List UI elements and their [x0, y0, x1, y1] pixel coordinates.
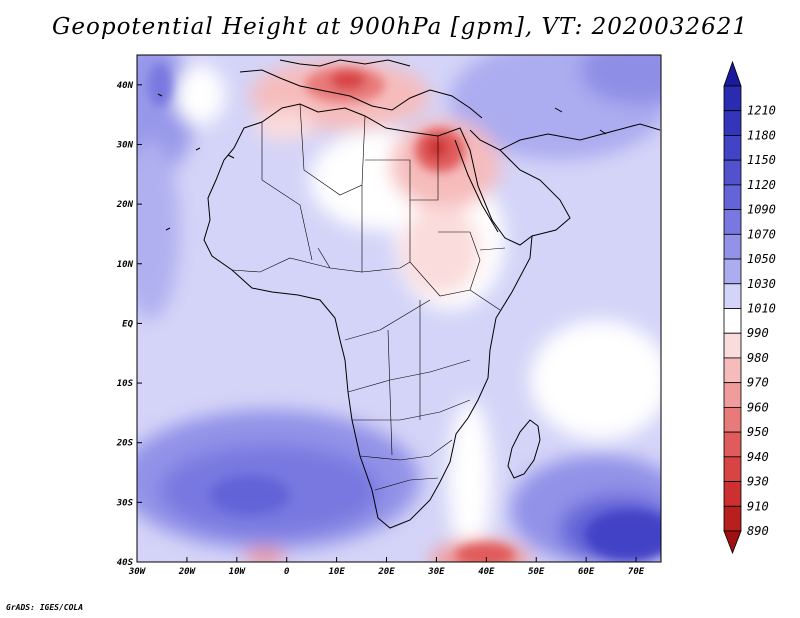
- lat-tick-label: 30N: [116, 140, 134, 150]
- colorbar-swatch: [723, 456, 742, 482]
- colorbar-label: 1030: [747, 277, 776, 291]
- colorbar-label: 1090: [747, 203, 776, 217]
- colorbar: 1210 1180 1150 1120 1090 1070 1050 1030 1010 990 9…: [723, 60, 776, 555]
- colorbar-swatch: [723, 110, 742, 136]
- height-field: [137, 55, 661, 562]
- lat-tick-label: 20N: [116, 200, 134, 210]
- longitude-axis: 30W 20W 10W 0 10E 20E 30E 40E 50E 60E 70E: [128, 557, 645, 577]
- colorbar-label: 940: [747, 450, 769, 464]
- colorbar-swatch: [723, 85, 742, 112]
- colorbar-swatch: [723, 308, 742, 334]
- colorbar-label: 1050: [747, 252, 776, 266]
- colorbar-swatch: [723, 233, 742, 260]
- lon-tick-label: 30W: [128, 567, 147, 577]
- lat-tick-label: EQ: [122, 319, 133, 329]
- colorbar-swatch: [723, 505, 742, 532]
- colorbar-label: 970: [747, 376, 769, 390]
- colorbar-swatch: [723, 382, 742, 408]
- lon-tick-label: 10W: [229, 567, 247, 577]
- colorbar-swatch: [723, 135, 742, 161]
- colorbar-label: 930: [747, 475, 769, 489]
- lon-tick-label: 30E: [427, 567, 445, 577]
- lon-tick-label: 40E: [478, 567, 495, 577]
- chart-title: Geopotential Height at 900hPa [gpm], VT:…: [52, 14, 748, 40]
- colorbar-label: 1010: [747, 302, 776, 316]
- colorbar-label: 1070: [747, 227, 776, 241]
- colorbar-swatch: [723, 481, 742, 507]
- coastlines: [157, 59, 661, 529]
- lat-tick-label: 40N: [117, 81, 134, 91]
- lon-tick-label: 20E: [377, 567, 395, 577]
- lat-tick-label: 40S: [117, 558, 134, 568]
- lon-tick-label: 20W: [178, 567, 197, 577]
- lat-tick-label: 10N: [117, 260, 134, 270]
- colorbar-label: 1120: [747, 178, 776, 192]
- colorbar-label: 980: [747, 351, 769, 365]
- lat-tick-label: 20S: [116, 439, 134, 449]
- colorbar-bottom-arrow: [723, 530, 742, 555]
- colorbar-swatch: [723, 159, 742, 186]
- africa-coastline: [203, 103, 533, 529]
- colorbar-swatch: [723, 357, 742, 384]
- colorbar-swatch: [723, 332, 742, 359]
- colorbar-label: 890: [747, 524, 769, 538]
- colorbar-top-arrow: [723, 60, 742, 87]
- madagascar-coastline: [507, 419, 541, 479]
- lat-tick-label: 10S: [117, 379, 134, 389]
- colorbar-label: 1150: [747, 153, 776, 167]
- map-frame: [136, 54, 662, 563]
- lon-tick-label: 70E: [628, 567, 645, 577]
- lat-tick-label: 30S: [116, 498, 134, 508]
- colorbar-label: 910: [747, 499, 769, 513]
- lon-tick-label: 10E: [328, 567, 345, 577]
- colorbar-swatch: [723, 283, 742, 309]
- colorbar-swatch: [723, 406, 742, 433]
- latitude-axis: 40N 30N 20N 10N EQ 10S 20S 30S 40S: [116, 81, 142, 568]
- colorbar-swatch: [723, 184, 742, 211]
- lon-tick-label: 0: [284, 567, 290, 577]
- colorbar-label: 990: [747, 326, 769, 340]
- lon-tick-label: 50E: [528, 567, 545, 577]
- lon-tick-label: 60E: [578, 567, 595, 577]
- colorbar-label: 1210: [747, 104, 776, 118]
- colorbar-swatch: [723, 209, 742, 235]
- colorbar-swatch: [723, 258, 742, 285]
- colorbar-label: 1180: [747, 128, 776, 142]
- country-borders: [231, 103, 506, 491]
- colorbar-label: 950: [747, 425, 769, 439]
- grads-credit: GrADS: IGES/COLA: [6, 603, 84, 612]
- colorbar-swatch: [723, 431, 742, 458]
- colorbar-label: 960: [747, 400, 769, 414]
